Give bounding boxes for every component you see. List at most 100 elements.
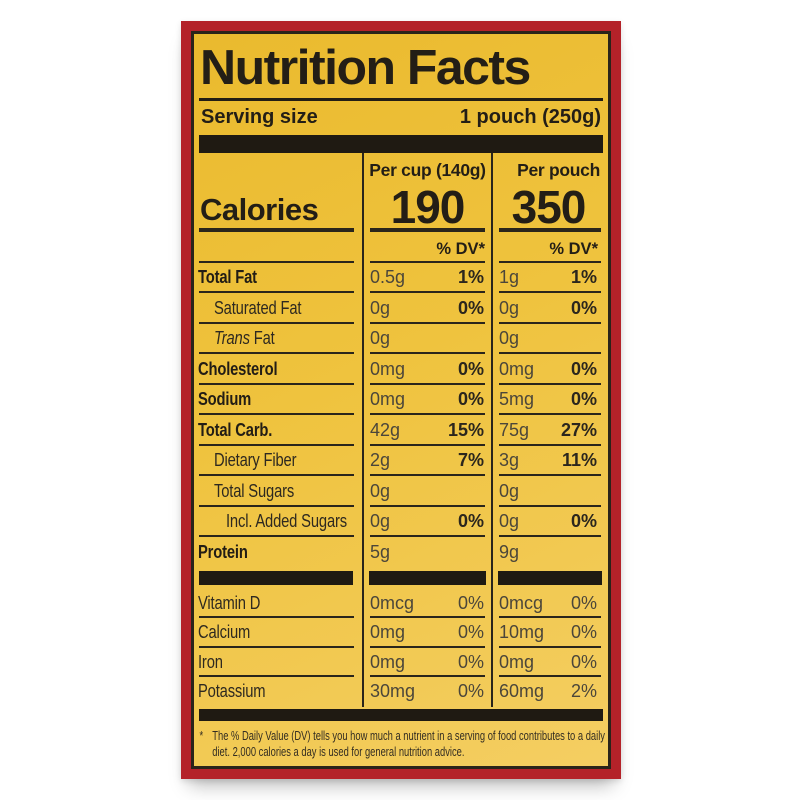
daily-value-percent: 0% (570, 592, 597, 613)
daily-value-header-row: % DV* % DV* (198, 231, 604, 263)
amount-value: 0g (499, 511, 520, 532)
nutrient-row: Calcium 0mg 0% 10mg 0% (198, 618, 604, 648)
nutrient-name: Sodium (198, 385, 362, 416)
amount-value: 75g (499, 419, 530, 440)
daily-value-percent: 0% (570, 622, 597, 643)
title-divider (199, 98, 603, 101)
nutrient-name: Potassium (198, 681, 266, 702)
per-cup-values: 0mg 0% (362, 618, 493, 648)
per-cup-values: 0mg 0% (362, 647, 493, 677)
vitamins-divider-row (198, 567, 604, 589)
daily-value-percent: 27% (560, 419, 597, 440)
per-cup-values: 5g (362, 537, 493, 568)
nutrient-row: Iron 0mg 0% 0mg 0% (198, 647, 604, 678)
section-divider-bar (199, 134, 603, 153)
vitamins-minerals-table: Vitamin D 0mcg 0% 0mcg 0% Calcium 0mg 0% 10mg 0% I… (198, 588, 604, 707)
calories-cell: Calories (198, 153, 362, 232)
amount-value: 0g (370, 297, 391, 318)
per-pouch-values: 0g (493, 324, 604, 355)
nutrient-name: Iron (198, 648, 362, 678)
per-pouch-values: 60mg 2% (493, 677, 604, 707)
nutrition-facts-label: Nutrition Facts Serving size 1 pouch (25… (181, 21, 621, 779)
per-pouch-values: 3g 11% (493, 446, 604, 477)
per-pouch-values: 0mg 0% (493, 354, 604, 385)
nutrient-name: Saturated Fat (198, 293, 362, 324)
dv-header-per-cup: % DV* (362, 231, 493, 263)
per-cup-values: 0g 0% (362, 506, 493, 537)
amount-value: 0g (370, 480, 391, 501)
amount-value: 0g (370, 328, 391, 349)
per-cup-values: 0mcg 0% (362, 588, 493, 618)
nutrient-row: Total Carb. 42g 15% 75g 27% (198, 415, 604, 446)
amount-value: 0mcg (499, 592, 544, 613)
amount-value: 2g (370, 450, 391, 471)
per-cup-column-header: Per cup (140g) (369, 159, 486, 180)
daily-value-percent: 1% (457, 267, 484, 288)
amount-value: 0mg (499, 651, 535, 672)
footnote-text: The % Daily Value (DV) tells you how muc… (212, 728, 605, 760)
nutrient-name: Incl. Added Sugars (198, 507, 362, 538)
per-pouch-values: 10mg 0% (493, 618, 604, 648)
daily-value-percent: 1% (570, 267, 597, 288)
amount-value: 1g (499, 267, 520, 288)
calories-band: Calories Per cup (140g) 190 Per pouch 35… (198, 152, 604, 233)
nutrient-row: Incl. Added Sugars 0g 0% 0g 0% (198, 506, 604, 538)
per-pouch-values: 0g 0% (493, 507, 604, 538)
nutrient-row: Sodium 0mg 0% 5mg 0% (198, 384, 604, 416)
per-pouch-values: 1g 1% (493, 263, 604, 294)
calories-per-cup-value: 190 (390, 180, 466, 233)
divider-bar-cell (493, 568, 604, 589)
divider-bar (369, 570, 486, 585)
daily-value-percent: 7% (457, 450, 484, 471)
divider-bar-cell (362, 567, 493, 589)
daily-value-percent: 0% (570, 511, 597, 532)
amount-value: 0mcg (370, 592, 415, 613)
amount-value: 0g (370, 511, 391, 532)
serving-size-value: 1 pouch (250g) (459, 106, 601, 128)
dv-header-spacer (198, 232, 362, 263)
per-cup-values: 0mg 0% (362, 354, 493, 385)
amount-value: 5g (370, 541, 391, 562)
daily-value-percent: 0% (570, 651, 597, 672)
per-cup-values: 0g (362, 323, 493, 354)
serving-size-row: Serving size 1 pouch (250g) (198, 101, 604, 135)
per-cup-values: 0.5g 1% (362, 262, 493, 293)
divider-bar (498, 570, 602, 585)
nutrient-name: Cholesterol (198, 354, 362, 385)
footnote-divider-bar (199, 708, 603, 721)
divider-bar (199, 570, 353, 585)
nutrient-name: Trans Fat (198, 324, 362, 355)
nutrient-row: Total Fat 0.5g 1% 1g 1% (198, 262, 604, 294)
per-pouch-values: 0mg 0% (493, 648, 604, 678)
amount-value: 0g (499, 480, 520, 501)
nutrient-name: Total Sugars (198, 476, 362, 507)
per-pouch-values: 0mcg 0% (493, 589, 604, 619)
amount-value: 0mg (370, 651, 406, 672)
nutrient-name: Vitamin D (198, 589, 362, 619)
footnote-asterisk: * (199, 728, 204, 743)
daily-value-percent: 0% (457, 622, 484, 643)
amount-value: 42g (370, 419, 401, 440)
daily-value-percent: 0% (457, 358, 484, 379)
nutrient-table: Total Fat 0.5g 1% 1g 1% Saturated Fat 0g 0% 0g 0%… (198, 262, 604, 568)
amount-value: 3g (499, 450, 520, 471)
footnote: * The % Daily Value (DV) tells you how m… (198, 721, 608, 761)
amount-value: 0mg (370, 358, 406, 379)
per-cup-values: 42g 15% (362, 415, 493, 446)
daily-value-percent: 0% (457, 389, 484, 410)
amount-value: 0g (499, 328, 520, 349)
nutrient-row: Trans Fat 0g 0g (198, 323, 604, 355)
divider-bar-cell (198, 568, 362, 589)
amount-value: 0mg (370, 389, 406, 410)
nutrient-row: Total Sugars 0g 0g (198, 476, 604, 507)
per-pouch-values: 0g 0% (493, 293, 604, 324)
per-cup-values: 0mg 0% (362, 384, 493, 415)
per-cup-values: 0g (362, 476, 493, 507)
amount-value: 0mg (499, 358, 535, 379)
nutrient-row: Vitamin D 0mcg 0% 0mcg 0% (198, 588, 604, 619)
per-pouch-values: 75g 27% (493, 415, 604, 446)
per-pouch-values: 9g (493, 537, 604, 568)
daily-value-percent: 0% (457, 651, 484, 672)
per-cup-calories-cell: Per cup (140g) 190 (362, 152, 493, 233)
amount-value: 60mg (499, 681, 545, 702)
